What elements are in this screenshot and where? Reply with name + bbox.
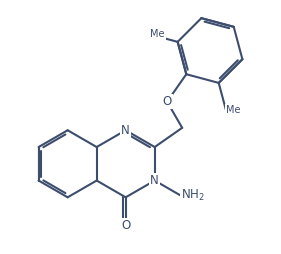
Text: N: N <box>121 124 130 137</box>
Text: N: N <box>150 174 159 187</box>
Text: NH$_2$: NH$_2$ <box>181 188 205 203</box>
Text: O: O <box>162 95 172 108</box>
Text: O: O <box>121 219 130 232</box>
Text: Me: Me <box>226 105 241 115</box>
Text: Me: Me <box>150 29 165 39</box>
